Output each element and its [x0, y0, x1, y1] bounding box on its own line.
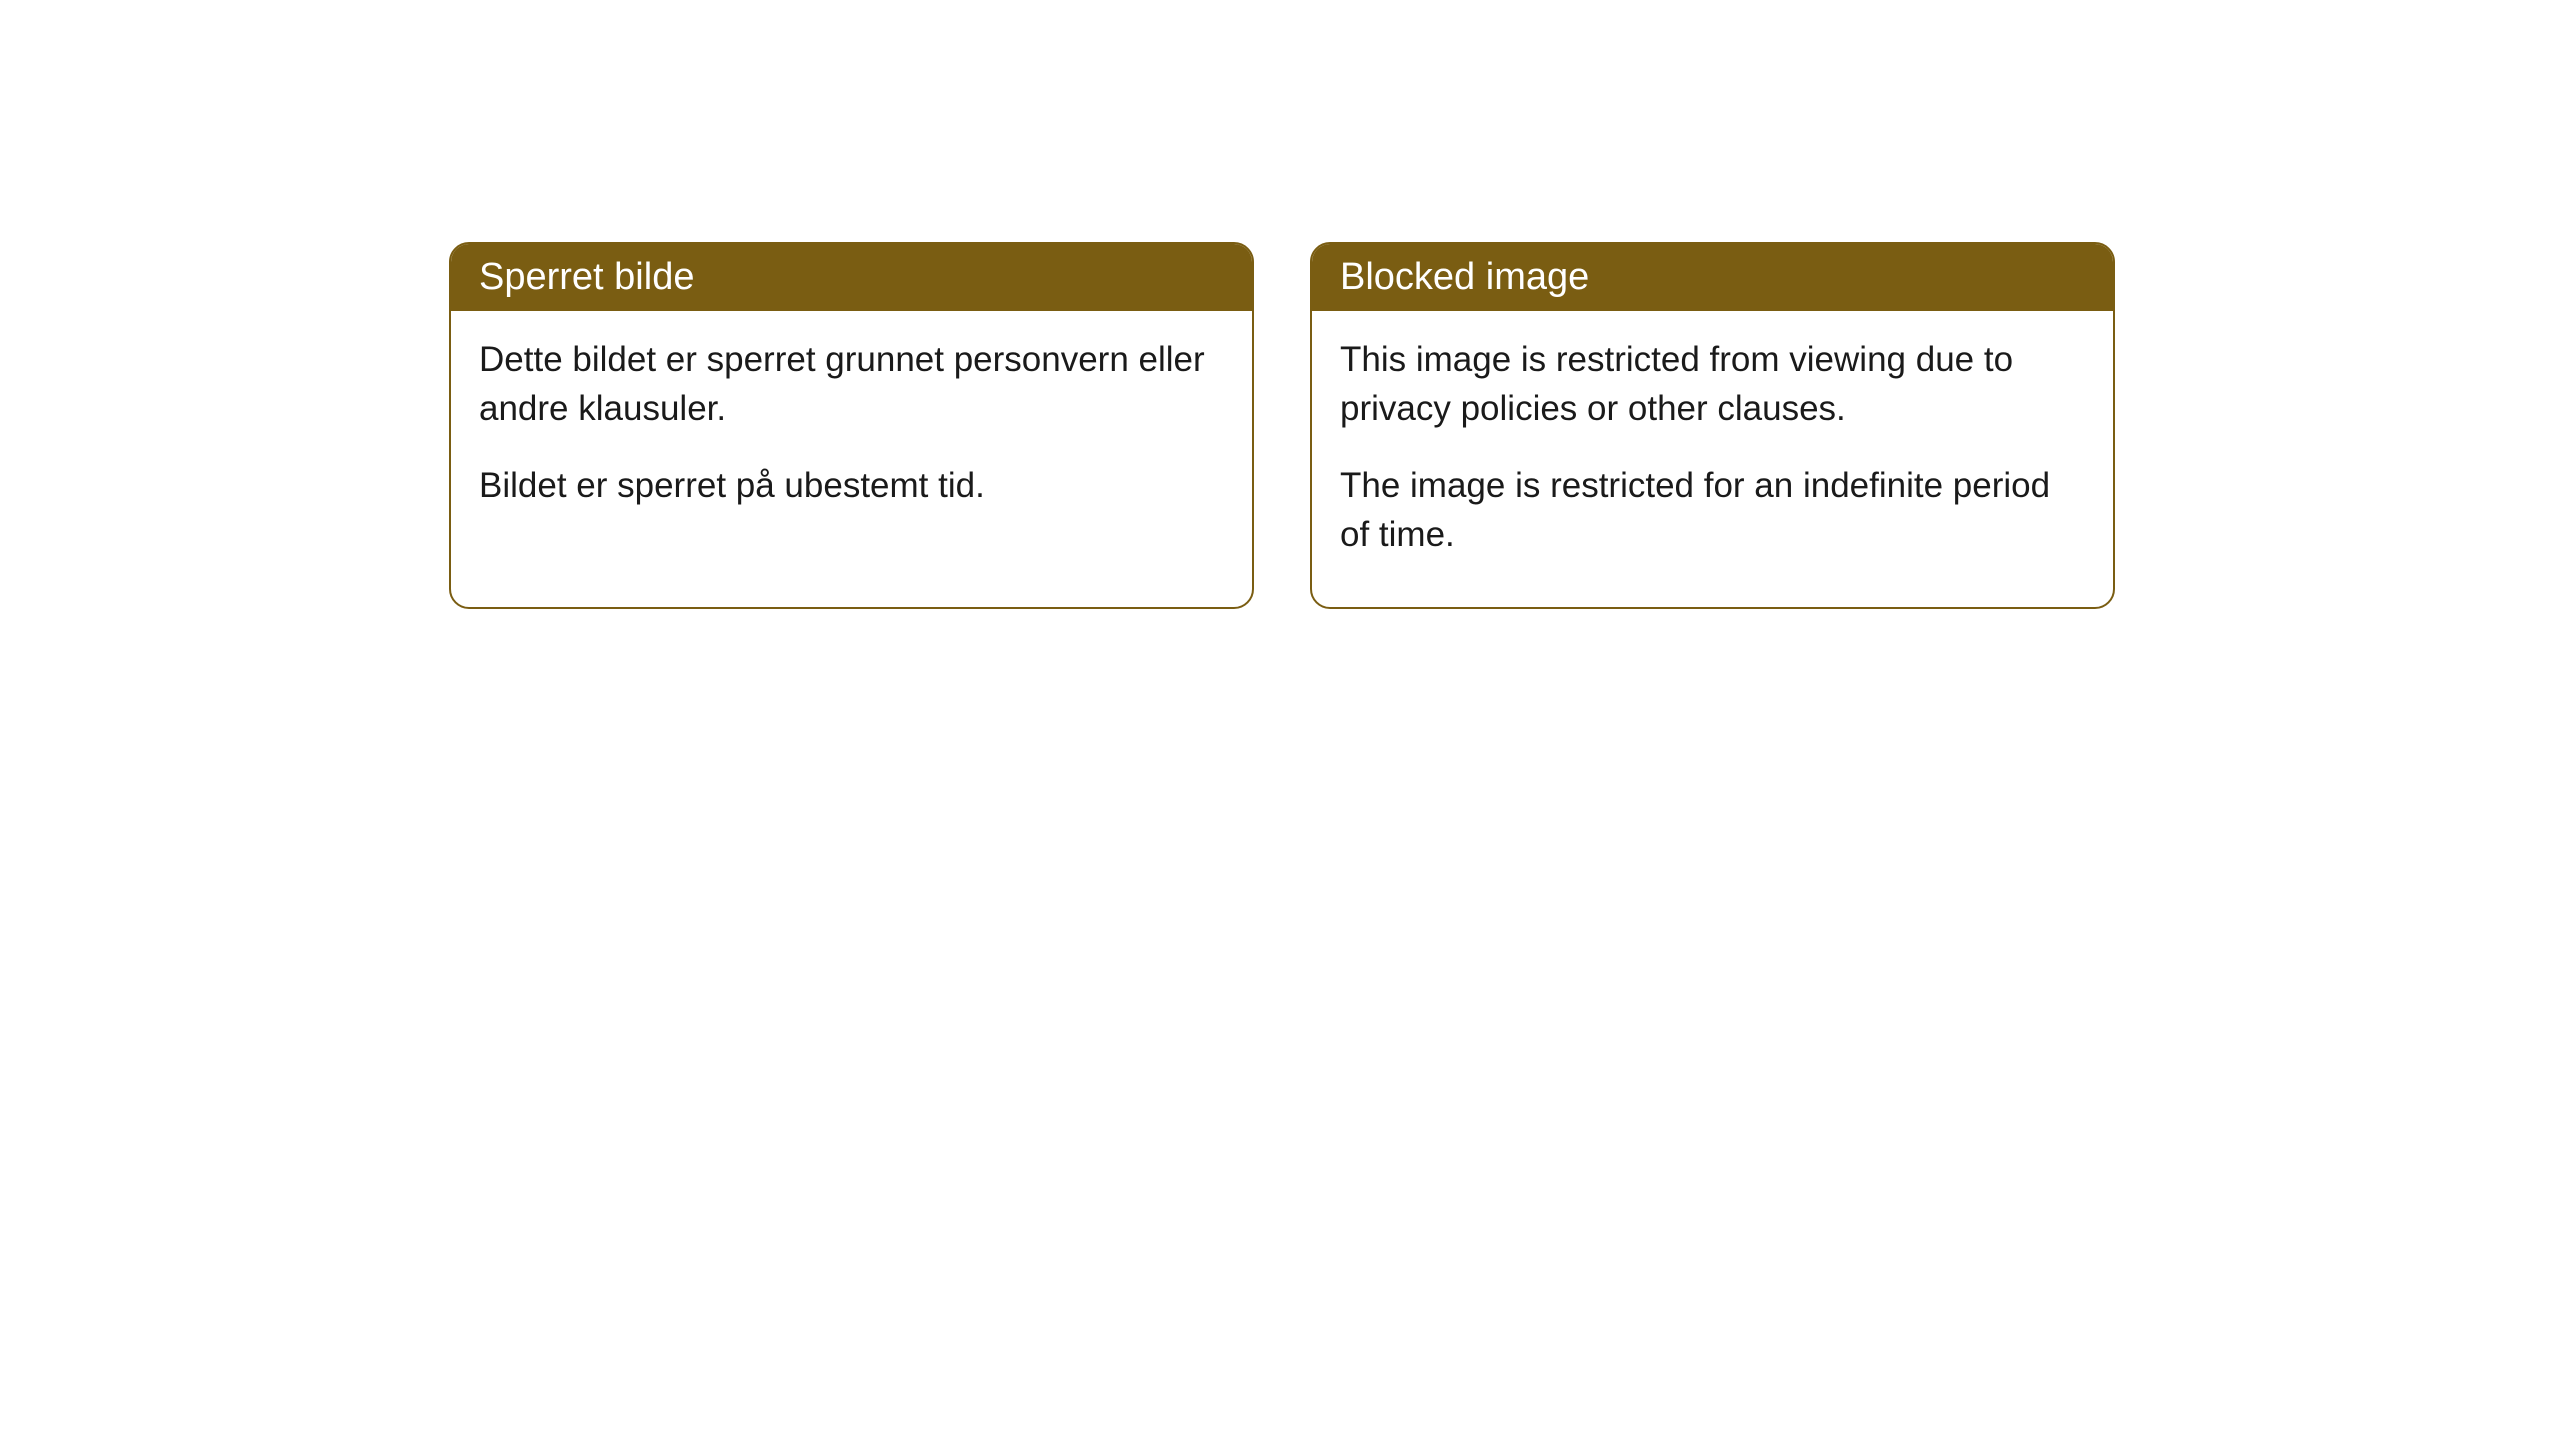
norwegian-card-title: Sperret bilde [451, 244, 1252, 311]
notice-cards-container: Sperret bilde Dette bildet er sperret gr… [449, 242, 2115, 609]
norwegian-notice-card: Sperret bilde Dette bildet er sperret gr… [449, 242, 1254, 609]
english-card-body: This image is restricted from viewing du… [1312, 311, 2113, 607]
norwegian-card-body: Dette bildet er sperret grunnet personve… [451, 311, 1252, 558]
english-card-title: Blocked image [1312, 244, 2113, 311]
english-paragraph-2: The image is restricted for an indefinit… [1340, 461, 2085, 559]
english-paragraph-1: This image is restricted from viewing du… [1340, 335, 2085, 433]
norwegian-paragraph-1: Dette bildet er sperret grunnet personve… [479, 335, 1224, 433]
english-notice-card: Blocked image This image is restricted f… [1310, 242, 2115, 609]
norwegian-paragraph-2: Bildet er sperret på ubestemt tid. [479, 461, 1224, 510]
